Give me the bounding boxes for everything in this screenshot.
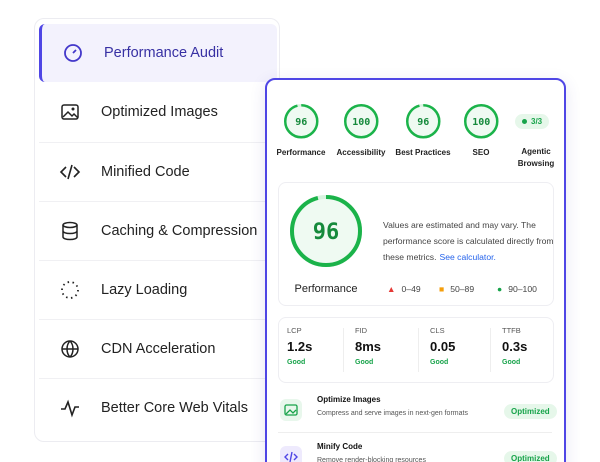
sidebar-label: Better Core Web Vitals — [101, 400, 248, 416]
audit-description: Remove render-blocking resources — [317, 457, 426, 462]
badge-dot — [522, 119, 527, 124]
legend-range: 90–100 — [508, 284, 537, 294]
metric-name: TTFB — [502, 326, 521, 335]
metric-status: Good — [355, 359, 374, 366]
sidebar-item: CDN Acceleration — [39, 319, 274, 378]
sidebar-label: Performance Audit — [104, 45, 224, 61]
metric-value: 8ms — [355, 339, 382, 354]
audit-status: Optimized — [504, 404, 557, 419]
sidebar-label: Lazy Loading — [101, 282, 188, 298]
summary-box: 96 Performance Values are estimated and ma… — [278, 182, 554, 306]
summary-body: Values are estimated and may vary. The p… — [383, 220, 554, 262]
audit-title: Optimize Images — [317, 395, 381, 404]
legend-mark: ▲ — [387, 284, 396, 294]
gauge-score: 96 — [313, 220, 340, 245]
metric-value: 0.3s — [502, 339, 528, 354]
gauge-arc — [343, 103, 379, 139]
summary-label: Performance — [294, 283, 358, 295]
icon — [61, 281, 79, 299]
score-label: Best Practices — [395, 148, 451, 157]
legend-entry: ● 90–100 — [497, 284, 537, 294]
gauge-score: 96 — [417, 117, 429, 128]
score-label: SEO — [472, 148, 490, 157]
sidebar-icon — [39, 338, 101, 360]
sidebar-icon — [39, 279, 101, 301]
metric-value: 0.05 — [430, 339, 456, 354]
gauge-arc — [463, 103, 499, 139]
audit-divider — [278, 432, 552, 433]
icon — [59, 164, 81, 180]
legend-entry: ■ 50–89 — [439, 284, 474, 294]
icon — [284, 404, 298, 416]
sidebar-label: Caching & Compression — [101, 223, 258, 239]
report-card: 96 Performance 100 Accessibility 96 Best Prac… — [265, 78, 566, 462]
metric-name: FID — [355, 326, 368, 335]
audit-title: Minify Code — [317, 442, 363, 451]
sidebar-label: CDN Acceleration — [101, 341, 216, 357]
score-gauge: 100 — [343, 103, 379, 139]
gauge-score: 100 — [352, 117, 370, 128]
icon — [61, 340, 79, 358]
metric-value: 1.2s — [287, 339, 313, 354]
sidebar-item: Caching & Compression — [39, 201, 274, 260]
agentic-badge: 3/3 — [515, 114, 550, 129]
sidebar-icon — [42, 42, 104, 64]
sidebar-label: Minified Code — [101, 164, 190, 180]
summary-gauge: 96 — [290, 195, 362, 267]
legend-range: 50–89 — [450, 284, 475, 294]
icon — [64, 44, 82, 62]
icon — [62, 221, 78, 241]
score-gauge: 96 — [283, 103, 319, 139]
audit-status: Optimized — [504, 451, 557, 462]
metric-divider — [343, 328, 344, 372]
sidebar: Performance Audit Optimized Images Minifie… — [34, 18, 280, 442]
metric-status: Good — [502, 359, 521, 366]
metric-status: Good — [430, 359, 449, 366]
sidebar-icon — [39, 101, 101, 123]
legend-range: 0–49 — [401, 284, 421, 294]
sidebar-item: Lazy Loading — [39, 260, 274, 319]
sidebar-icon — [39, 397, 101, 419]
icon — [284, 451, 298, 462]
sidebar-item: Minified Code — [39, 142, 274, 201]
agentic-label: Agentic Browsing — [517, 147, 555, 168]
sidebar-item: Better Core Web Vitals — [39, 378, 274, 437]
metric-divider — [418, 328, 419, 372]
score-label: Performance — [276, 148, 326, 157]
icon — [61, 104, 79, 120]
icon — [61, 399, 79, 418]
score-gauge: 96 — [405, 103, 441, 139]
gauge-score: 96 — [295, 117, 307, 128]
gauge-score: 100 — [472, 117, 490, 128]
score-label: Accessibility — [336, 148, 386, 157]
metric-divider — [490, 328, 491, 372]
audit-icon — [280, 446, 302, 462]
gauge-arc — [283, 103, 319, 139]
score-gauge: 100 — [463, 103, 499, 139]
legend-mark: ● — [497, 284, 503, 294]
metric-name: LCP — [287, 326, 302, 335]
calculator-link[interactable]: See calculator. — [439, 252, 496, 262]
legend-mark: ■ — [439, 284, 445, 294]
metric-name: CLS — [430, 326, 445, 335]
sidebar-icon — [39, 220, 101, 242]
audit-description: Compress and serve images in next-gen fo… — [317, 410, 468, 417]
sidebar-label: Optimized Images — [101, 104, 218, 120]
badge-text: 3/3 — [531, 117, 543, 126]
sidebar-icon — [39, 161, 101, 183]
gauge-arc — [290, 195, 362, 267]
gauge-arc — [405, 103, 441, 139]
sidebar-item: Performance Audit — [39, 24, 277, 82]
sidebar-item: Optimized Images — [39, 83, 274, 141]
metric-status: Good — [287, 359, 306, 366]
legend-entry: ▲ 0–49 — [387, 284, 421, 294]
summary-text: Values are estimated and may vary. The p… — [383, 217, 559, 265]
metrics-box: LCP 1.2s Good FID 8ms Good CLS 0.05 Good TTFB 0.3s… — [278, 317, 554, 383]
audit-icon — [280, 399, 302, 421]
